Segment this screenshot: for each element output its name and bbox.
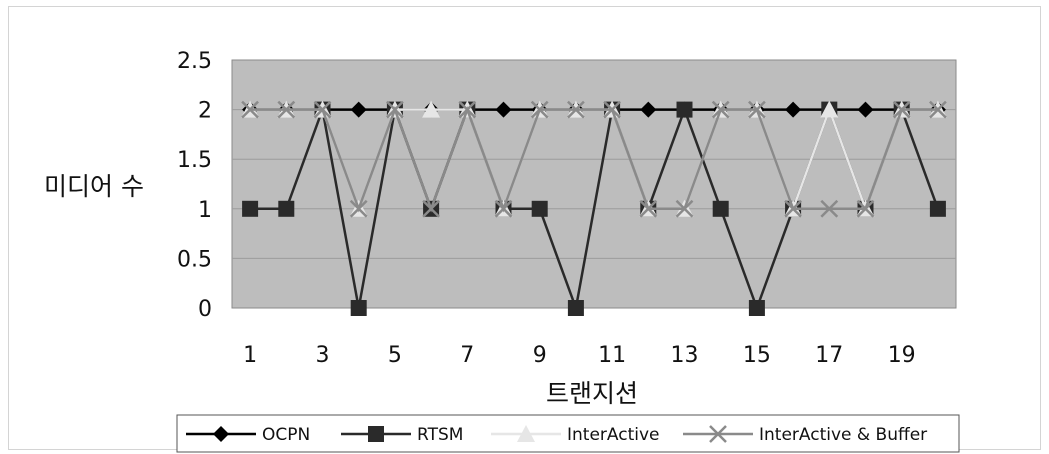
data-point-rtsm: [350, 300, 367, 316]
x-tick-label: 9: [533, 343, 547, 368]
x-tick-label: 5: [388, 343, 402, 368]
data-point-interactive-buffer: [856, 199, 875, 218]
x-tick-label: 15: [743, 343, 771, 368]
x-stroke: [494, 199, 513, 218]
x-stroke: [313, 100, 332, 119]
x-stroke: [241, 100, 259, 119]
y-tick-label: 0.5: [177, 247, 212, 272]
data-point-ocpn: [350, 101, 367, 118]
legend-item-ocpn: OCPN: [186, 425, 310, 445]
series-line-interactive-buffer: [250, 105, 938, 213]
legend: OCPN RTSM InterActive InterActive & Buffer: [186, 425, 927, 445]
y-tick-label: 0: [198, 297, 212, 322]
data-point-interactive-buffer: [711, 100, 730, 119]
data-point-ocpn: [495, 101, 512, 118]
data-point-ocpn: [785, 101, 802, 118]
data-point-interactive-buffer: [820, 199, 839, 218]
data-point-interactive-buffer: [313, 100, 332, 119]
x-stroke: [709, 425, 727, 443]
x-stroke: [675, 199, 694, 218]
data-point-interactive-buffer: [349, 199, 368, 218]
data-point-interactive-buffer: [458, 100, 477, 119]
legend-label: InterActive: [567, 425, 660, 445]
legend-label: RTSM: [417, 425, 463, 445]
data-point-interactive: [422, 100, 441, 118]
data-point-interactive-buffer: [603, 100, 621, 119]
data-point-rtsm: [242, 200, 259, 217]
data-point-interactive-buffer: [639, 199, 658, 218]
data-point-interactive-buffer: [567, 100, 585, 119]
data-point-interactive: [820, 100, 839, 118]
x-stroke: [748, 100, 766, 119]
x-stroke: [386, 100, 404, 119]
x-stroke: [603, 100, 621, 119]
legend-label: OCPN: [262, 425, 310, 445]
series-interactive-buffer: [241, 100, 947, 218]
legend-marker-interactive: [517, 425, 535, 442]
legend-item-rtsm: RTSM: [341, 425, 463, 445]
data-point-interactive-buffer: [675, 199, 694, 218]
x-stroke: [530, 100, 549, 119]
x-tick-label: 1: [243, 343, 257, 368]
x-tick-label: 13: [671, 343, 699, 368]
x-stroke: [892, 100, 911, 119]
data-point-rtsm: [676, 101, 693, 118]
x-axis-ticks: 1 3 5 7 9 11 13 15 17 19: [243, 343, 916, 368]
data-point-rtsm: [929, 200, 946, 217]
x-stroke: [422, 199, 440, 218]
data-point-rtsm: [748, 300, 765, 316]
data-point-rtsm: [712, 200, 729, 217]
data-point-interactive-buffer: [386, 100, 404, 119]
x-tick-label: 3: [316, 343, 330, 368]
data-point-interactive-buffer: [784, 199, 802, 218]
data-point-ocpn: [640, 101, 657, 118]
series-layer: [241, 100, 947, 316]
x-tick-label: 17: [815, 343, 843, 368]
data-point-rtsm: [531, 200, 548, 217]
data-point-rtsm: [567, 300, 584, 316]
data-point-interactive-buffer: [494, 199, 513, 218]
x-tick-label: 7: [460, 343, 474, 368]
legend-marker-rtsm: [368, 426, 384, 442]
x-tick-label: 19: [888, 343, 916, 368]
data-point-interactive-buffer: [241, 100, 259, 119]
data-point-interactive-buffer: [892, 100, 911, 119]
legend-marker-ocpn: [213, 426, 229, 442]
y-tick-label: 1: [198, 198, 212, 223]
x-stroke: [929, 100, 947, 119]
x-stroke: [277, 100, 296, 119]
data-point-interactive-buffer: [929, 100, 947, 119]
data-point-interactive-buffer: [422, 199, 440, 218]
legend-item-interactive: InterActive: [491, 425, 660, 445]
legend-marker-interactive-buffer: [709, 425, 727, 443]
x-stroke: [639, 199, 658, 218]
y-axis-title: 미디어 수: [44, 172, 144, 201]
y-tick-label: 2: [198, 99, 212, 124]
data-point-interactive-buffer: [530, 100, 549, 119]
x-stroke: [856, 199, 875, 218]
data-point-ocpn: [857, 101, 874, 118]
data-point-interactive-buffer: [748, 100, 766, 119]
x-axis-title: 트랜지션: [546, 379, 638, 408]
data-point-interactive-buffer: [277, 100, 296, 119]
legend-box: [176, 414, 960, 453]
y-tick-label: 2.5: [177, 49, 212, 74]
x-stroke: [820, 199, 839, 218]
x-stroke: [567, 100, 585, 119]
y-axis-ticks: 0 0.5 1 1.5 2 2.5: [177, 49, 212, 322]
x-stroke: [711, 100, 730, 119]
y-tick-label: 1.5: [177, 148, 212, 173]
data-point-rtsm: [278, 200, 295, 217]
legend-item-interactive-buffer: InterActive & Buffer: [683, 425, 927, 445]
x-stroke: [784, 199, 802, 218]
plot-area: [231, 59, 957, 309]
x-stroke: [458, 100, 477, 119]
x-stroke: [349, 199, 368, 218]
x-tick-label: 11: [598, 343, 626, 368]
legend-label: InterActive & Buffer: [759, 425, 927, 445]
